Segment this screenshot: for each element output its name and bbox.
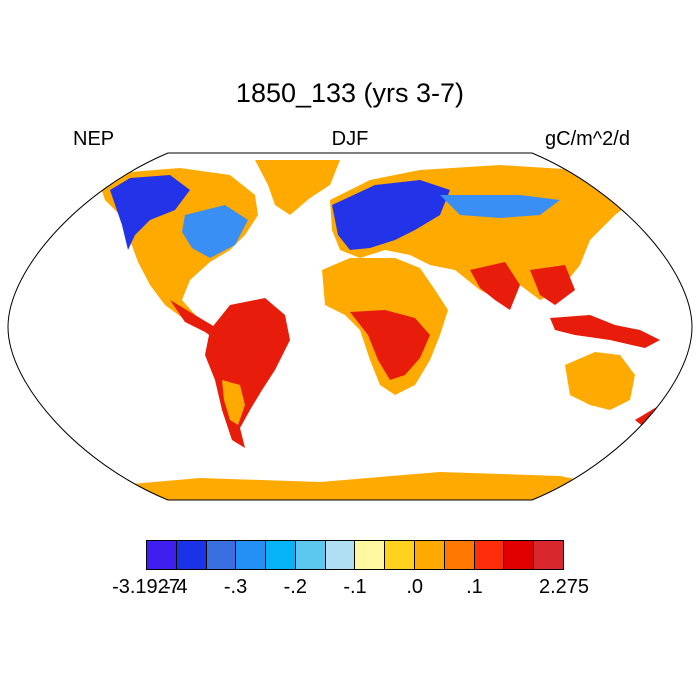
colorbar-swatch bbox=[147, 541, 177, 569]
siberia-boreal-negative bbox=[440, 195, 560, 218]
colorbar-tick-label: -.4 bbox=[164, 576, 188, 598]
colorbar-swatch bbox=[325, 541, 356, 569]
south-america bbox=[205, 298, 290, 448]
colorbar-swatch bbox=[504, 541, 535, 569]
season-label: DJF bbox=[331, 128, 369, 150]
colorbar-tick-label: -3.1927 bbox=[112, 576, 180, 598]
colorbar-swatch bbox=[355, 541, 386, 569]
colorbar-swatch bbox=[206, 541, 237, 569]
colorbar-swatch bbox=[176, 541, 207, 569]
greenland bbox=[255, 160, 340, 215]
colorbar-swatch bbox=[444, 541, 475, 569]
colorbar-swatch bbox=[534, 541, 563, 569]
africa-tropical-positive bbox=[350, 310, 430, 380]
south-america-south bbox=[222, 380, 245, 425]
colorbar-tick-label: -.1 bbox=[343, 576, 367, 598]
colorbar-tick-label: 2.275 bbox=[538, 576, 590, 598]
colorbar-swatch bbox=[474, 541, 505, 569]
plot-title: 1850_133 (yrs 3-7) bbox=[235, 78, 465, 108]
australia bbox=[565, 352, 635, 410]
north-america-boreal-negative bbox=[110, 175, 190, 250]
colorbar-tick-label: .1 bbox=[466, 576, 483, 598]
map-border bbox=[7, 152, 693, 501]
indonesia bbox=[550, 315, 660, 348]
colorbar-swatch bbox=[385, 541, 416, 569]
antarctica bbox=[100, 472, 620, 500]
europe-west-negative bbox=[332, 180, 450, 250]
colorbar-tick-label: -.3 bbox=[223, 576, 248, 598]
variable-label: NEP bbox=[73, 128, 115, 150]
southeast-asia bbox=[530, 265, 575, 305]
north-america-east-negative bbox=[182, 205, 248, 258]
colorbar bbox=[146, 540, 564, 570]
colorbar-tick-label: -.2 bbox=[283, 576, 307, 598]
colorbar-swatch bbox=[295, 541, 326, 569]
units-label: gC/m^2/d bbox=[545, 128, 630, 150]
colorbar-tick-label: .0 bbox=[406, 576, 424, 598]
colorbar-swatch bbox=[236, 541, 267, 569]
south-asia bbox=[470, 262, 520, 310]
colorbar-swatch bbox=[266, 541, 296, 569]
colorbar-swatch bbox=[415, 541, 445, 569]
